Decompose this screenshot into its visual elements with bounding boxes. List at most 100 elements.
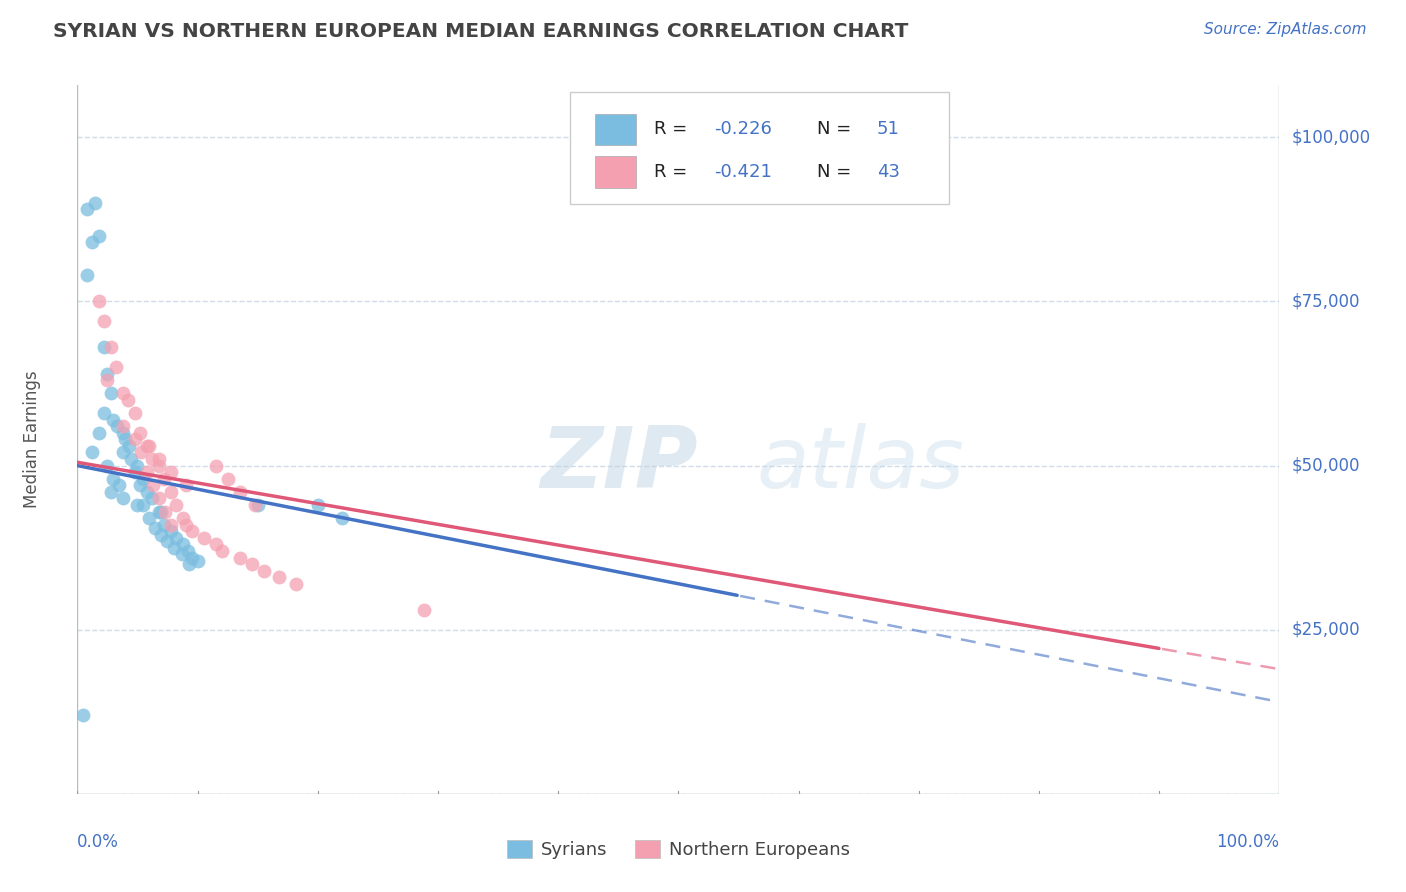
Point: [217, 472, 239, 486]
Point: [128, 478, 150, 492]
FancyBboxPatch shape: [596, 156, 637, 187]
Point: [186, 554, 209, 568]
Point: [128, 425, 150, 440]
Point: [138, 511, 160, 525]
Point: [330, 511, 353, 525]
Point: [76, 268, 98, 282]
FancyBboxPatch shape: [596, 114, 637, 145]
Point: [148, 504, 170, 518]
Text: 0.0%: 0.0%: [77, 833, 120, 851]
Point: [100, 340, 122, 354]
Point: [142, 478, 165, 492]
Point: [141, 452, 163, 467]
Point: [153, 472, 176, 486]
Point: [127, 498, 149, 512]
Point: [269, 570, 291, 584]
Point: [111, 419, 134, 434]
Point: [127, 458, 149, 473]
Text: 51: 51: [877, 120, 900, 138]
Point: [93, 314, 115, 328]
Point: [228, 550, 250, 565]
Point: [104, 360, 127, 375]
Point: [100, 484, 122, 499]
Point: [132, 472, 155, 486]
Point: [87, 228, 110, 243]
Point: [174, 478, 197, 492]
Point: [211, 544, 233, 558]
Point: [80, 235, 103, 250]
Point: [307, 498, 329, 512]
Point: [76, 202, 98, 217]
Legend: Syrians, Northern Europeans: Syrians, Northern Europeans: [499, 833, 858, 866]
Point: [136, 465, 159, 479]
Point: [111, 386, 134, 401]
Point: [245, 498, 267, 512]
Text: -0.226: -0.226: [714, 120, 772, 138]
Point: [129, 445, 152, 459]
Point: [174, 517, 197, 532]
Point: [246, 498, 269, 512]
Text: Median Earnings: Median Earnings: [22, 370, 41, 508]
Point: [156, 534, 179, 549]
Point: [172, 537, 194, 551]
Point: [103, 412, 125, 426]
Point: [165, 531, 187, 545]
Text: 43: 43: [877, 163, 900, 181]
Point: [87, 294, 110, 309]
Point: [100, 386, 122, 401]
Text: $100,000: $100,000: [1292, 128, 1371, 146]
Point: [165, 498, 187, 512]
Point: [111, 491, 134, 506]
Point: [96, 367, 118, 381]
Point: [138, 439, 160, 453]
Text: 100.0%: 100.0%: [1216, 833, 1279, 851]
Point: [179, 557, 201, 571]
Point: [96, 373, 118, 387]
Point: [204, 537, 226, 551]
Point: [114, 433, 136, 447]
Point: [204, 458, 226, 473]
Point: [72, 708, 94, 723]
Point: [148, 458, 170, 473]
Point: [80, 445, 103, 459]
Point: [177, 544, 200, 558]
Point: [170, 547, 193, 561]
Point: [105, 419, 128, 434]
Text: Source: ZipAtlas.com: Source: ZipAtlas.com: [1204, 22, 1367, 37]
Point: [160, 484, 183, 499]
Point: [87, 425, 110, 440]
Point: [145, 521, 167, 535]
Point: [124, 465, 146, 479]
Point: [228, 484, 250, 499]
Point: [153, 504, 176, 518]
Point: [160, 524, 183, 539]
Point: [193, 531, 215, 545]
Point: [124, 406, 146, 420]
Text: atlas: atlas: [756, 423, 965, 506]
Point: [118, 439, 141, 453]
Point: [117, 392, 139, 407]
Text: $25,000: $25,000: [1292, 621, 1360, 639]
Point: [103, 472, 125, 486]
Point: [136, 439, 159, 453]
Point: [162, 541, 184, 555]
Text: N =: N =: [817, 120, 851, 138]
FancyBboxPatch shape: [571, 92, 949, 204]
Point: [93, 340, 115, 354]
Point: [111, 445, 134, 459]
Point: [180, 550, 202, 565]
Point: [153, 517, 176, 532]
Point: [84, 195, 107, 210]
Point: [111, 425, 134, 440]
Point: [240, 557, 263, 571]
Text: $50,000: $50,000: [1292, 457, 1360, 475]
Point: [160, 465, 183, 479]
Point: [124, 433, 146, 447]
Point: [93, 406, 115, 420]
Point: [148, 491, 170, 506]
Text: R =: R =: [654, 163, 688, 181]
Point: [412, 603, 434, 617]
Point: [172, 511, 194, 525]
Point: [160, 517, 183, 532]
Text: ZIP: ZIP: [540, 423, 697, 506]
